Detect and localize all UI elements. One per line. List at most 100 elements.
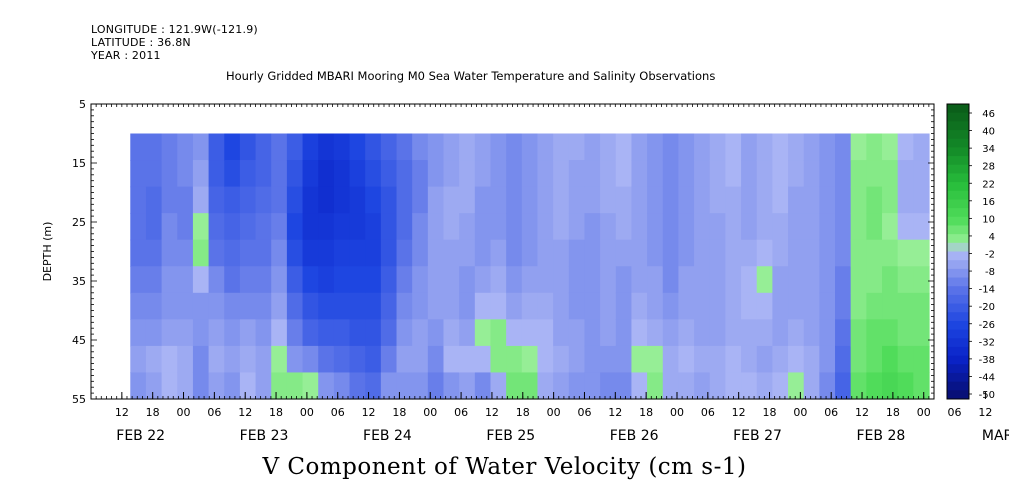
- heatmap-cell: [568, 372, 586, 400]
- heatmap-cell: [177, 319, 194, 347]
- heatmap-cell: [584, 319, 601, 347]
- heatmap-cell: [161, 345, 178, 374]
- heatmap-cell: [897, 292, 914, 320]
- colorbar-label: -32: [979, 337, 995, 348]
- colorbar-swatch: [947, 294, 969, 305]
- heatmap-cell: [866, 319, 883, 347]
- heatmap-cell: [662, 372, 680, 400]
- heatmap-cell: [819, 160, 836, 188]
- colorbar-swatch: [947, 268, 969, 279]
- heatmap-cell: [333, 160, 351, 188]
- heatmap-cell: [694, 239, 711, 267]
- heatmap-cell: [459, 266, 476, 294]
- heatmap-cell: [850, 186, 867, 214]
- x-hour-label: 00: [917, 406, 931, 419]
- heatmap-cell: [333, 266, 351, 294]
- heatmap-cell: [396, 133, 413, 161]
- heatmap-cell: [662, 292, 680, 320]
- heatmap-cell: [396, 266, 413, 294]
- heatmap-cell: [553, 319, 570, 347]
- colorbar-swatch: [947, 208, 969, 218]
- x-hour-label: 12: [978, 406, 992, 419]
- heatmap-cell: [224, 292, 241, 320]
- heatmap-cell: [631, 345, 648, 374]
- heatmap-cell: [553, 239, 570, 267]
- x-hour-label: 06: [207, 406, 221, 419]
- heatmap-cell: [537, 266, 554, 294]
- heatmap-cell: [427, 213, 445, 241]
- heatmap-cell: [897, 266, 914, 294]
- heatmap-cell: [788, 133, 805, 161]
- heatmap-cell: [161, 186, 178, 214]
- heatmap-cell: [600, 292, 617, 320]
- heatmap-cell: [192, 372, 210, 400]
- heatmap-cell: [600, 213, 617, 241]
- heatmap-cell: [333, 372, 351, 400]
- colorbar-swatch: [947, 242, 969, 252]
- heatmap-cell: [302, 133, 319, 161]
- heatmap-cell: [208, 160, 225, 188]
- heatmap-cell: [709, 266, 726, 294]
- heatmap-cell: [835, 239, 852, 267]
- heatmap-cell: [427, 372, 445, 400]
- colorbar-swatch: [947, 364, 969, 374]
- heatmap-cell: [474, 213, 492, 241]
- heatmap-cell: [537, 372, 554, 400]
- heatmap-cell: [255, 160, 272, 188]
- heatmap-cell: [835, 292, 852, 320]
- heatmap-cell: [318, 186, 335, 214]
- heatmap-cell: [756, 160, 773, 188]
- colorbar-swatch: [947, 190, 969, 200]
- heatmap-cell: [286, 133, 304, 161]
- heatmap-cell: [130, 372, 147, 400]
- heatmap-cell: [380, 186, 398, 214]
- heatmap-cell: [130, 292, 147, 320]
- heatmap-cell: [302, 319, 319, 347]
- colorbar-swatch: [947, 164, 969, 174]
- heatmap-cell: [177, 213, 194, 241]
- heatmap-cell: [600, 266, 617, 294]
- heatmap-cell: [725, 160, 742, 188]
- heatmap-cell: [913, 239, 930, 267]
- heatmap-cell: [568, 292, 586, 320]
- colorbar-swatch: [947, 260, 969, 270]
- colorbar-swatch: [947, 147, 969, 157]
- heatmap-cell: [866, 239, 883, 267]
- colorbar-swatch: [947, 381, 969, 391]
- heatmap-cell: [349, 239, 366, 267]
- colorbar-label: -50: [979, 390, 995, 401]
- heatmap-cell: [474, 319, 492, 347]
- colorbar-label: 34: [982, 144, 995, 155]
- colorbar-swatch: [947, 346, 969, 357]
- heatmap-cell: [192, 292, 210, 320]
- heatmap-cell: [412, 345, 429, 374]
- heatmap-cell: [521, 213, 539, 241]
- colorbar-label: 4: [989, 232, 995, 243]
- heatmap-cell: [631, 133, 648, 161]
- heatmap-cell: [709, 133, 726, 161]
- heatmap-cell: [271, 372, 288, 400]
- heatmap-cell: [694, 345, 711, 374]
- heatmap-cell: [568, 213, 586, 241]
- heatmap-cell: [756, 292, 773, 320]
- x-hour-label: 18: [516, 406, 530, 419]
- heatmap-cell: [286, 160, 304, 188]
- heatmap-cell: [803, 133, 820, 161]
- heatmap-cell: [678, 213, 695, 241]
- heatmap-cell: [380, 345, 398, 374]
- heatmap-cell: [568, 133, 586, 161]
- heatmap-cell: [349, 133, 366, 161]
- heatmap-cell: [474, 345, 492, 374]
- heatmap-cell: [850, 372, 867, 400]
- heatmap-cell: [725, 292, 742, 320]
- heatmap-cell: [741, 266, 758, 294]
- heatmap-cell: [443, 133, 460, 161]
- heatmap-cell: [897, 239, 914, 267]
- heatmap-cell: [631, 213, 648, 241]
- heatmap-cell: [239, 319, 257, 347]
- heatmap-cell: [678, 319, 695, 347]
- heatmap-cell: [788, 160, 805, 188]
- heatmap-cell: [224, 239, 241, 267]
- heatmap-cell: [803, 213, 820, 241]
- colorbar-swatch: [947, 251, 969, 261]
